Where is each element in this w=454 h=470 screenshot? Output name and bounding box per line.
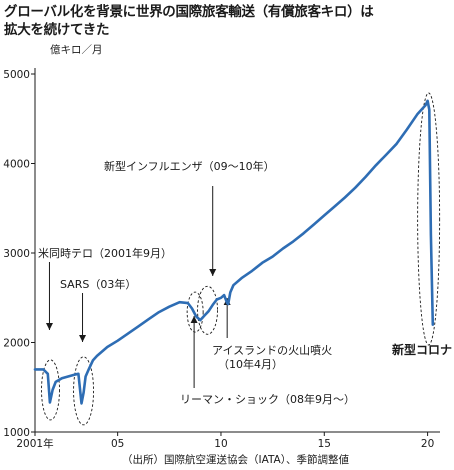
chart-title: グローバル化を背景に世界の国際旅客輸送（有償旅客キロ）は 拡大を続けてきた xyxy=(4,3,450,39)
annotation-arrowhead xyxy=(45,323,53,330)
event-highlight-ellipse xyxy=(417,92,441,346)
y-tick-label: 3000 xyxy=(3,248,30,260)
source-note: （出所）国際航空運送協会（IATA）、季節調整値 xyxy=(122,454,349,466)
x-tick-label: 05 xyxy=(111,438,124,450)
y-tick-label: 2000 xyxy=(3,338,30,350)
annotation-labels: 米同時テロ（2001年9月） SARS（03年） 新型インフルエンザ（09〜10年）… xyxy=(38,159,452,406)
annotation-sars: SARS（03年） xyxy=(60,277,136,291)
x-tick-label: 20 xyxy=(421,438,434,450)
series-line xyxy=(33,99,435,405)
chart-ticks: 1000 2000 3000 4000 5000 2001年 05 10 15 20 xyxy=(3,69,434,450)
annotation-arrowhead xyxy=(209,269,217,276)
annotation-9-11: 米同時テロ（2001年9月） xyxy=(38,246,172,260)
annotation-iceland-date: （10年4月） xyxy=(218,357,283,371)
event-highlights xyxy=(41,92,441,426)
event-highlight-ellipse xyxy=(197,285,218,335)
y-tick-label: 4000 xyxy=(3,159,30,171)
event-highlight-ellipse xyxy=(186,291,204,333)
x-tick-label: 2001年 xyxy=(16,437,53,450)
y-tick-label: 5000 xyxy=(3,69,30,81)
chart-title-line-1: グローバル化を背景に世界の国際旅客輸送（有償旅客キロ）は xyxy=(4,4,374,20)
event-highlight-ellipse xyxy=(41,359,60,421)
annotation-iceland-volcano: アイスランドの火山噴火 xyxy=(212,344,332,357)
annotation-influenza: 新型インフルエンザ（09〜10年） xyxy=(104,159,275,173)
chart-title-line-2: 拡大を続けてきた xyxy=(4,22,110,38)
event-highlight-ellipse xyxy=(73,356,95,426)
annotation-arrowhead xyxy=(79,335,87,342)
chart-series xyxy=(33,99,435,405)
y-tick-label: 1000 xyxy=(3,427,30,439)
x-tick-label: 15 xyxy=(318,438,331,450)
annotation-covid: 新型コロナ xyxy=(392,342,452,357)
chart-axes xyxy=(34,68,440,433)
annotation-arrowhead xyxy=(190,316,198,323)
annotation-lehman: リーマン・ショック（08年9月〜） xyxy=(180,392,355,406)
x-tick-label: 10 xyxy=(214,438,227,450)
y-axis-unit-label: 億キロ／月 xyxy=(50,44,103,56)
